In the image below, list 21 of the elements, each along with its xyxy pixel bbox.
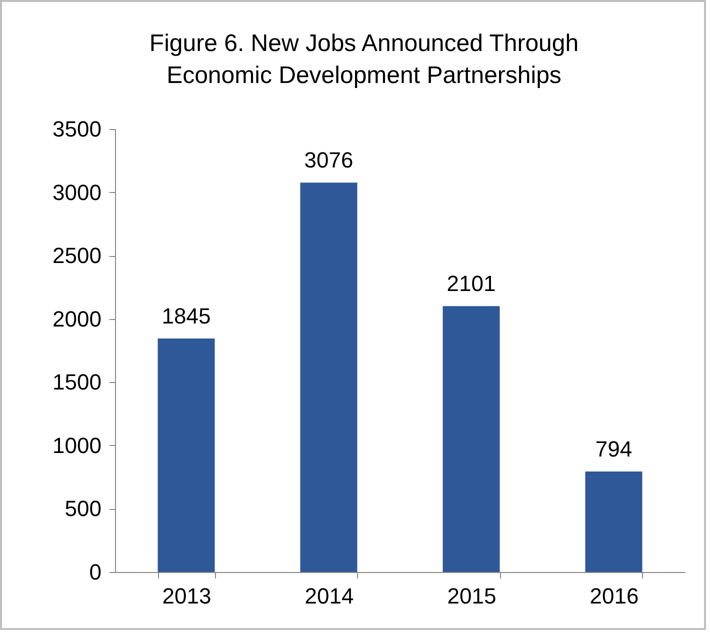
bar: [158, 338, 215, 572]
x-tick-label: 2014: [304, 584, 354, 608]
y-tick-label: 1500: [52, 370, 102, 395]
x-tick-label: 2015: [447, 584, 496, 608]
y-tick-label: 2500: [52, 243, 102, 268]
bar: [442, 306, 500, 572]
y-tick-label: 3500: [52, 116, 102, 142]
y-tick-label: 1000: [52, 432, 102, 458]
bar: [585, 472, 642, 572]
y-tick-label: 0: [89, 560, 102, 584]
y-tick-label: 500: [64, 496, 102, 522]
data-label: 2101: [446, 271, 496, 296]
x-tick-label: 2013: [162, 584, 212, 608]
y-tick-label: 3000: [52, 180, 102, 205]
data-label: 794: [595, 436, 632, 462]
x-tick-label: 2016: [590, 584, 639, 608]
chart-title: Figure 6. New Jobs Announced Through Economic Development Partnerships: [149, 30, 579, 89]
y-tick-label: 2000: [52, 306, 102, 332]
data-label: 3076: [304, 148, 354, 173]
bar: [300, 182, 358, 572]
data-label: 1845: [162, 303, 211, 328]
